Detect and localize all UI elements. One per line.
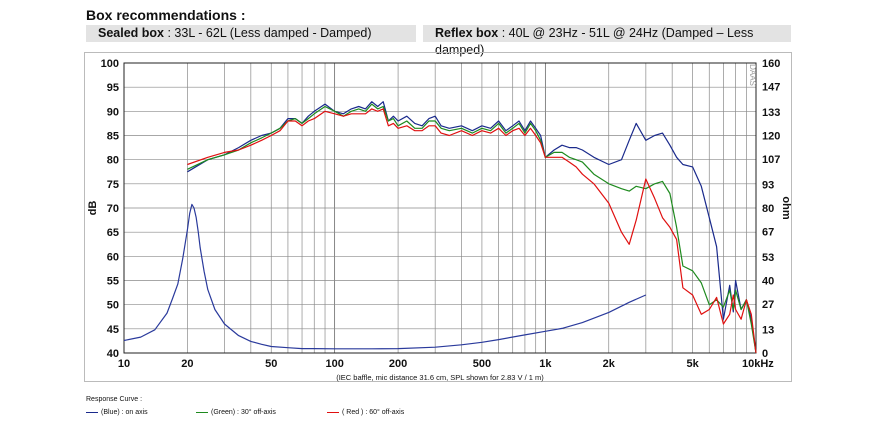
y-tick-label: 40: [107, 348, 119, 360]
y-tick-label: 100: [101, 58, 119, 70]
sealed-box-recommendation: Sealed box : 33L - 62L (Less damped - Da…: [86, 25, 416, 42]
x-tick-label: 10: [118, 358, 130, 370]
series-line-blue-on-axis: [187, 101, 757, 354]
y2-tick-label: 120: [762, 131, 780, 143]
y-tick-label: 80: [107, 155, 119, 167]
legend-title: Response Curve :: [86, 396, 143, 403]
x-tick-label: 1k: [539, 358, 552, 370]
y-tick-label: 50: [107, 300, 119, 312]
x-tick-label: 5k: [686, 358, 699, 370]
watermark-logo: DAAS: [748, 64, 757, 86]
series-line-green-30-off-axis: [187, 103, 757, 354]
legend-label-blue: (Blue) : on axis: [101, 409, 148, 416]
legend-label-red: ( Red ) : 60° off-axis: [342, 409, 405, 416]
series-line-impedance: [123, 203, 647, 350]
y2-axis-title: ohm: [780, 196, 792, 219]
y2-tick-label: 0: [762, 348, 768, 360]
sealed-box-label: Sealed box: [98, 26, 164, 40]
x-tick-label: 100: [325, 358, 343, 370]
y-tick-label: 95: [107, 82, 119, 94]
sealed-box-text: : 33L - 62L (Less damped - Damped): [164, 26, 372, 40]
y-tick-label: 60: [107, 251, 119, 263]
y2-tick-label: 53: [762, 252, 774, 264]
x-tick-label: 200: [389, 358, 407, 370]
legend-label-green: (Green) : 30° off-axis: [211, 409, 276, 416]
y2-tick-label: 80: [762, 203, 774, 215]
y2-tick-label: 133: [762, 107, 780, 119]
reflex-box-text: : 40L @ 23Hz - 51L @ 24Hz (Damped – Less…: [435, 26, 754, 57]
y2-tick-label: 27: [762, 299, 774, 311]
legend-swatch-red: [327, 412, 339, 413]
chart-caption: (IEC baffle, mic distance 31.6 cm, SPL s…: [336, 373, 544, 382]
y-tick-label: 65: [107, 227, 119, 239]
legend-item-blue: (Blue) : on axis: [86, 409, 148, 416]
chart-frame: [84, 52, 792, 382]
reflex-box-label: Reflex box: [435, 26, 499, 40]
page-title: Box recommendations :: [86, 7, 246, 23]
x-tick-label: 2k: [603, 358, 616, 370]
x-tick-label: 50: [265, 358, 277, 370]
legend-item-green: (Green) : 30° off-axis: [196, 409, 276, 416]
y2-tick-label: 67: [762, 227, 774, 239]
y-tick-label: 90: [107, 106, 119, 118]
x-tick-label: 20: [181, 358, 193, 370]
y-tick-label: 55: [107, 276, 119, 288]
y-tick-label: 70: [107, 203, 119, 215]
y2-tick-label: 93: [762, 179, 774, 191]
x-tick-label: 10kHz: [742, 358, 774, 370]
x-tick-label: 500: [473, 358, 491, 370]
y2-tick-label: 13: [762, 324, 774, 336]
plot-border: [123, 62, 757, 354]
y-tick-label: 85: [107, 131, 119, 143]
y2-tick-label: 107: [762, 154, 780, 166]
y2-tick-label: 147: [762, 82, 780, 94]
y2-tick-label: 40: [762, 276, 774, 288]
legend-swatch-blue: [86, 412, 98, 413]
y-axis-title: dB: [87, 201, 99, 216]
y-tick-label: 75: [107, 179, 119, 191]
series-line-red-60-off-axis: [187, 108, 757, 354]
reflex-box-recommendation: Reflex box : 40L @ 23Hz - 51L @ 24Hz (Da…: [423, 25, 791, 57]
y2-tick-label: 160: [762, 58, 780, 70]
legend-item-red: ( Red ) : 60° off-axis: [327, 409, 404, 416]
y-tick-label: 45: [107, 324, 119, 336]
legend-swatch-green: [196, 412, 208, 413]
